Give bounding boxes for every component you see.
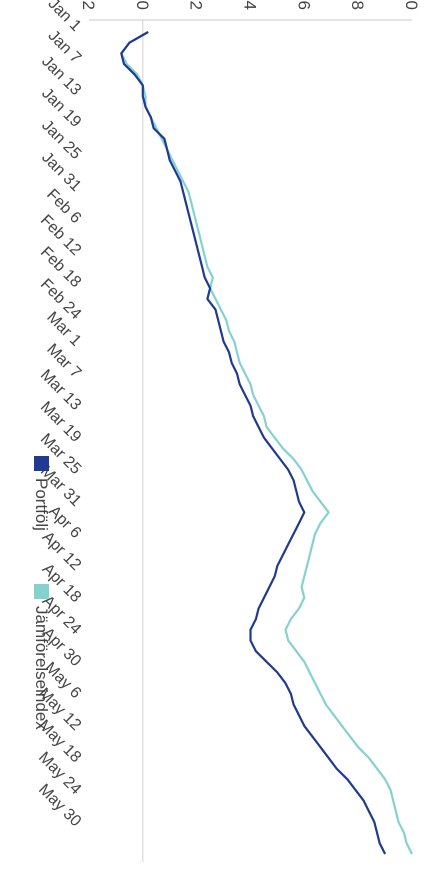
legend-swatch — [34, 456, 49, 471]
series-lines — [120, 31, 413, 855]
legend-label: Portfölj — [32, 478, 51, 531]
y-axis-ticks: -2 0 2 4 6 8 10 — [79, 0, 421, 10]
y-tick-label: -2 — [79, 0, 98, 10]
y-tick-label: 2 — [187, 1, 206, 10]
legend: Portfölj Jämförelseindex — [32, 456, 51, 730]
x-tick-label: Jan 1 — [44, 0, 84, 35]
legend-label: Jämförelseindex — [32, 606, 51, 730]
y-tick-label: 4 — [241, 1, 260, 10]
series-line-j-mf-relseindex — [120, 31, 413, 855]
y-tick-label: 6 — [294, 1, 313, 10]
y-tick-label: 0 — [133, 1, 152, 10]
y-tick-label: 10 — [402, 0, 421, 10]
legend-swatch — [34, 584, 49, 599]
y-tick-label: 8 — [348, 1, 367, 10]
series-line-portf-lj — [120, 31, 387, 855]
